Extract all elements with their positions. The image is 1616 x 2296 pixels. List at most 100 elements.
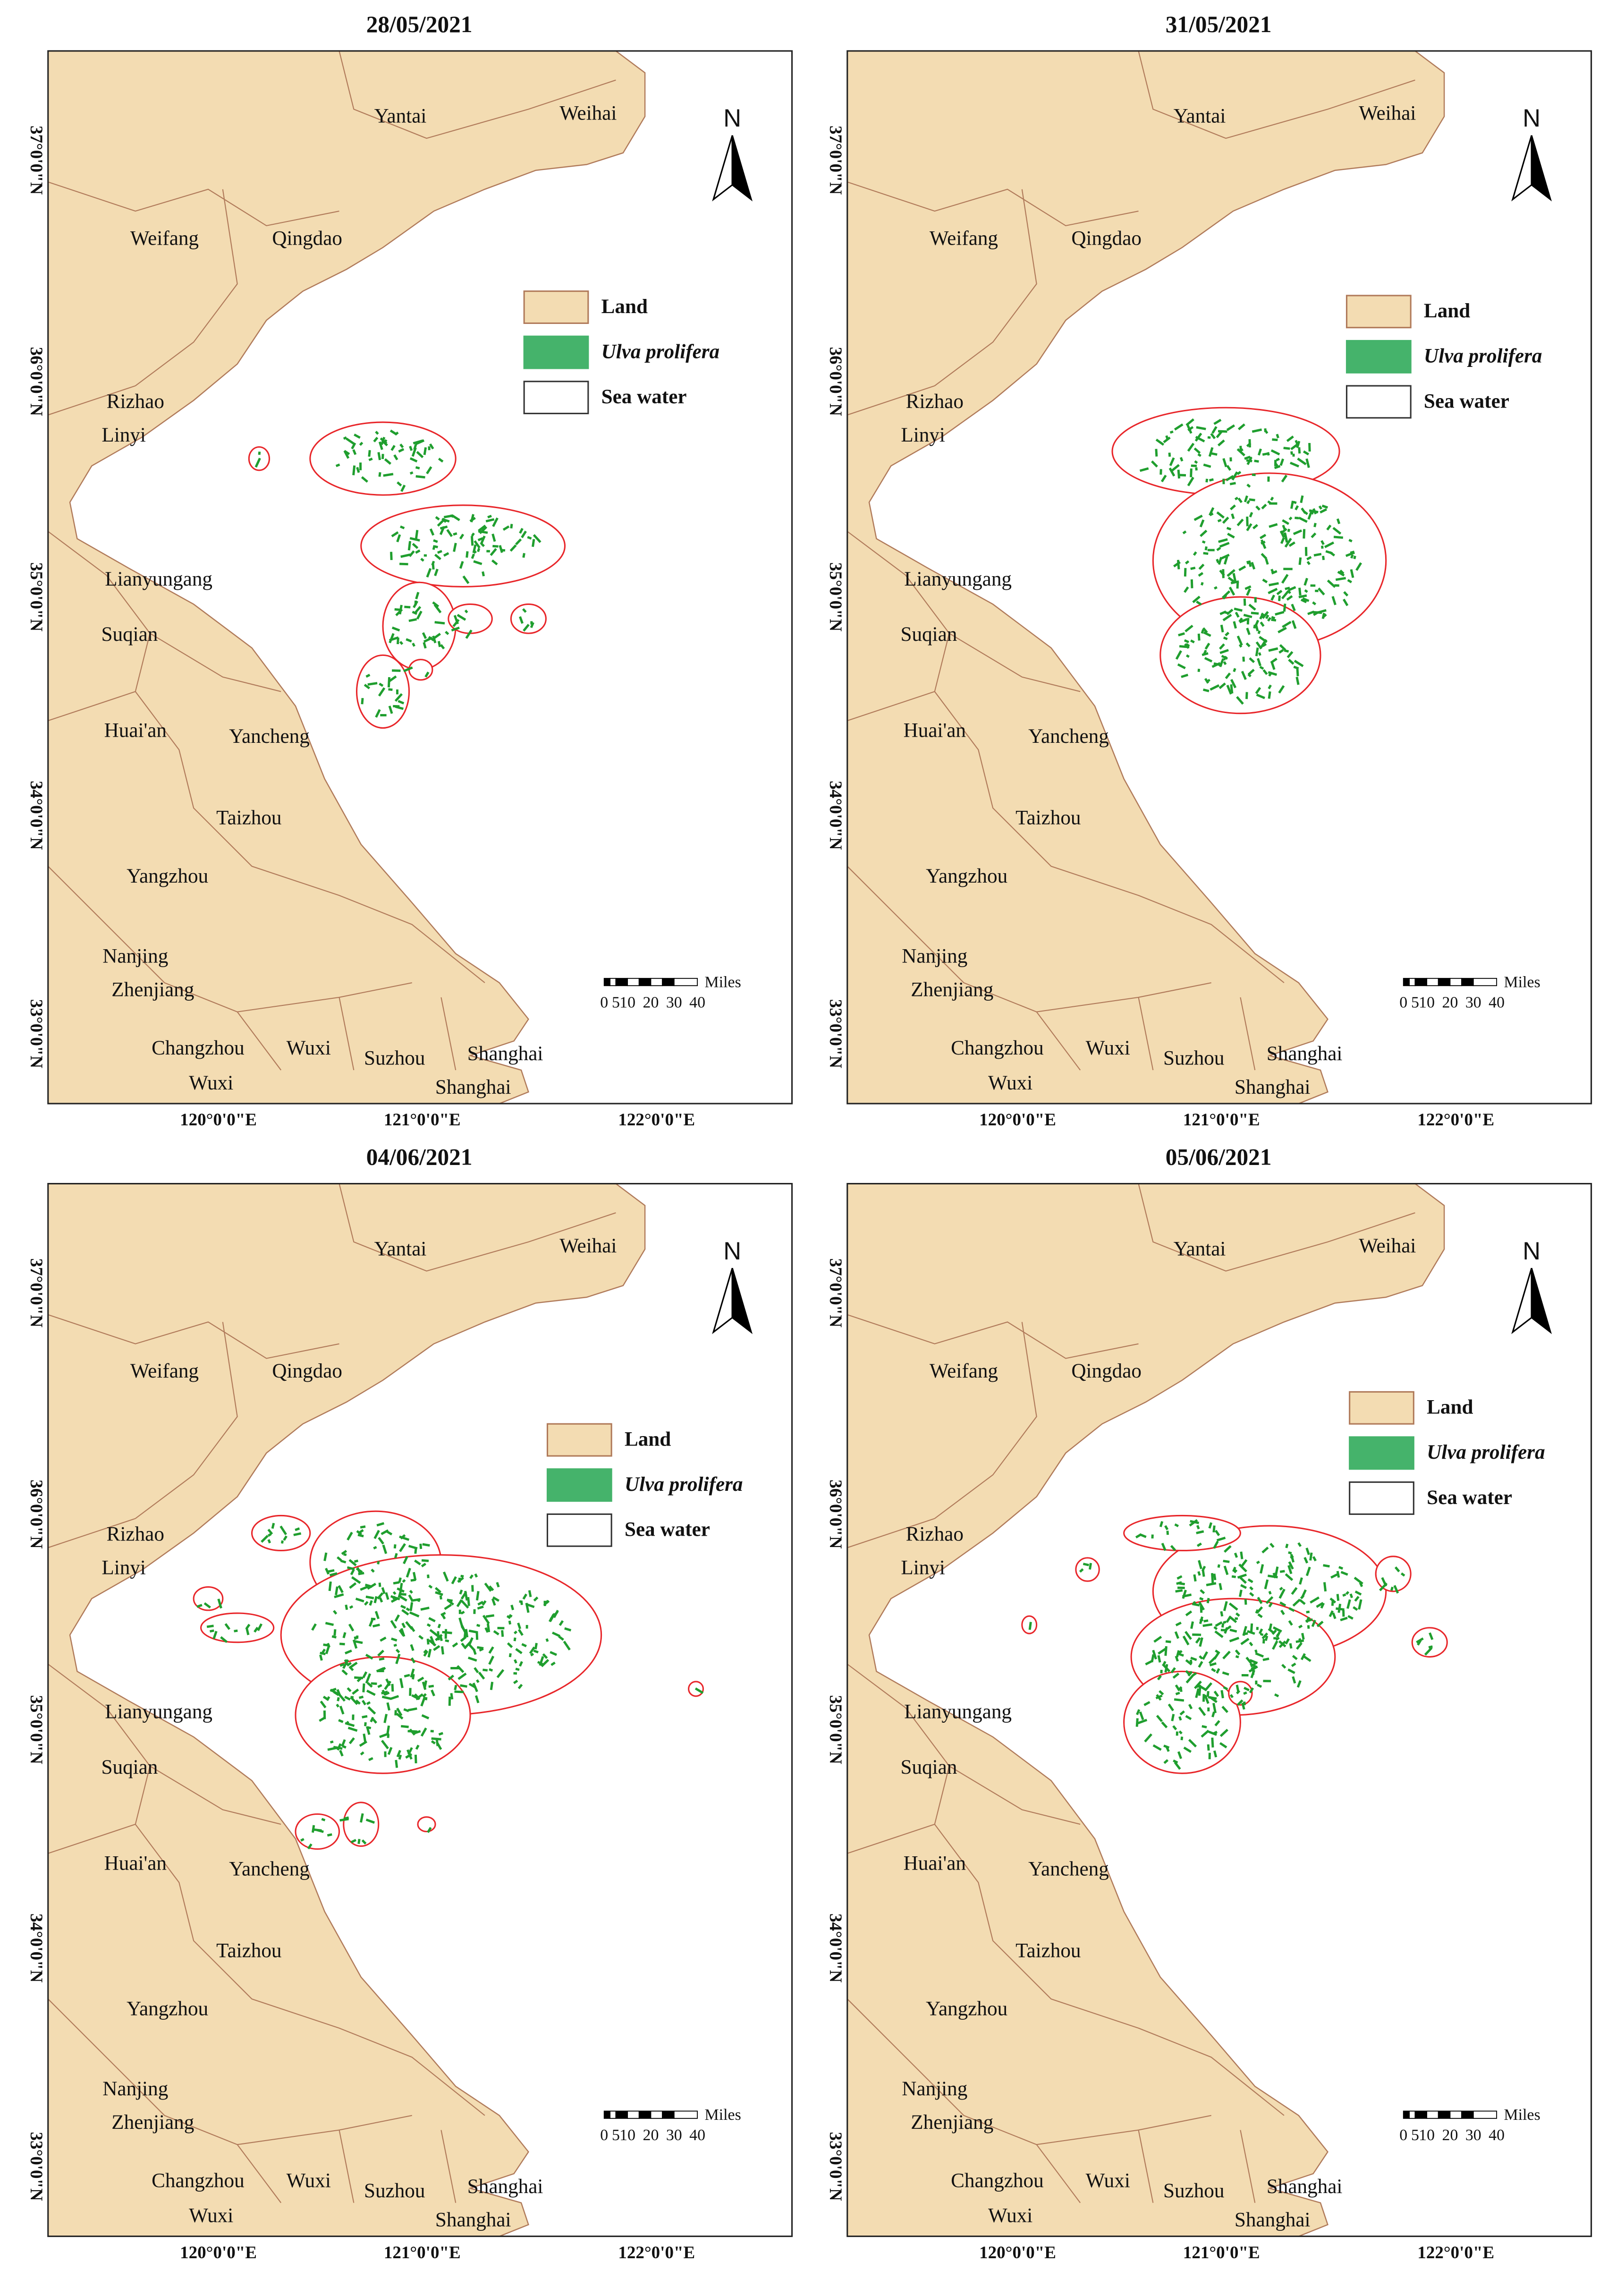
ulva-patch — [381, 1529, 389, 1535]
ulva-patch — [321, 1649, 326, 1654]
ulva-patch — [267, 1539, 271, 1544]
ulva-patch — [366, 1701, 371, 1705]
ulva-patch — [398, 1754, 402, 1760]
ulva-patch — [1245, 642, 1251, 647]
ulva-patch — [1254, 1649, 1258, 1653]
ulva-patch — [1288, 541, 1295, 547]
ulva-patch — [454, 1684, 457, 1691]
city-label: Suqian — [102, 623, 158, 646]
ulva-patch — [1199, 1637, 1203, 1647]
ulva-patch — [1201, 540, 1206, 544]
ulva-patch — [1424, 1647, 1433, 1656]
ulva-patch — [1223, 1559, 1230, 1563]
ulva-patch — [1281, 475, 1288, 483]
ulva-patch — [1283, 604, 1286, 612]
ulva-patch — [1299, 1577, 1303, 1585]
ulva-patch — [1278, 685, 1285, 694]
ulva-patch — [1276, 1633, 1279, 1638]
ulva-patch — [1223, 556, 1228, 565]
ulva-patch — [459, 561, 464, 569]
ulva-patch — [1255, 641, 1262, 650]
ulva-patch — [1216, 430, 1223, 438]
ulva-patch — [383, 473, 394, 477]
legend-swatch — [1349, 1391, 1414, 1425]
ulva-patch — [333, 1610, 338, 1615]
city-label: Linyi — [901, 424, 945, 446]
ulva-outline — [200, 1612, 275, 1643]
ulva-patch — [329, 1572, 338, 1577]
ulva-patch — [508, 1614, 513, 1618]
scale-unit: Miles — [705, 2106, 741, 2124]
city-label: Linyi — [901, 1556, 945, 1579]
ulva-patch — [1294, 517, 1299, 519]
city-label: Rizhao — [107, 391, 164, 413]
ulva-patch — [1197, 1684, 1207, 1692]
ulva-patch — [283, 1535, 288, 1541]
ulva-patch — [401, 1623, 406, 1628]
ulva-patch — [521, 530, 527, 538]
panel-title: 05/06/2021 — [1166, 1144, 1272, 1170]
ulva-patch — [1203, 463, 1211, 468]
ulva-patch — [1198, 572, 1204, 577]
ulva-patch — [1163, 1744, 1170, 1749]
ulva-patch — [1176, 560, 1180, 570]
ulva-patch — [533, 534, 541, 543]
ulva-outline — [1228, 1681, 1253, 1706]
city-label: Lianyungang — [904, 1701, 1012, 1723]
ulva-patch — [1139, 467, 1149, 472]
ulva-patch — [1214, 1630, 1224, 1638]
ulva-patch — [1241, 671, 1247, 680]
ulva-patch — [1234, 607, 1243, 612]
ulva-patch — [475, 1591, 480, 1601]
ulva-patch — [523, 623, 530, 632]
ulva-patch — [1215, 1650, 1220, 1655]
ulva-patch — [1184, 586, 1189, 593]
ulva-patch — [1234, 496, 1239, 501]
ulva-patch — [364, 1722, 367, 1726]
ulva-patch — [477, 1600, 484, 1606]
legend-swatch — [523, 290, 589, 324]
ulva-patch — [1155, 1694, 1163, 1700]
province-border — [135, 189, 238, 386]
scale-tick: 0 — [1399, 994, 1407, 1011]
ulva-patch — [344, 1695, 351, 1701]
ulva-patch — [1316, 1602, 1324, 1608]
ulva-patch — [1218, 557, 1223, 565]
ulva-patch — [400, 1593, 406, 1596]
ulva-patch — [1214, 586, 1218, 590]
ulva-patch — [1232, 573, 1237, 583]
ulva-patch — [433, 1645, 440, 1651]
ulva-patch — [1337, 570, 1345, 577]
city-label: Shanghai — [1235, 2209, 1311, 2231]
ulva-patch — [539, 1656, 544, 1666]
city-label: Suqian — [901, 1756, 957, 1778]
ulva-patch — [1178, 632, 1185, 637]
ulva-patch — [473, 560, 482, 565]
ulva-patch — [414, 1754, 417, 1764]
ulva-patch — [1215, 1621, 1223, 1627]
ulva-patch — [1300, 598, 1307, 604]
ulva-patch — [360, 1813, 364, 1823]
ulva-patch — [456, 1599, 463, 1607]
ulva-patch — [354, 434, 361, 439]
ulva-patch — [1137, 1718, 1148, 1725]
ulva-patch — [1261, 540, 1266, 545]
ulva-patch — [1311, 532, 1317, 538]
ulva-patch — [1288, 1607, 1295, 1612]
ulva-patch — [1229, 504, 1236, 510]
ulva-patch — [1201, 1569, 1205, 1577]
ulva-patch — [1246, 588, 1251, 596]
ulva-patch — [1139, 1533, 1147, 1538]
ulva-patch — [460, 1636, 467, 1642]
ulva-patch — [1213, 1691, 1219, 1697]
ulva-patch — [369, 1600, 373, 1606]
ulva-patch — [1318, 505, 1322, 510]
ulva-patch — [1197, 453, 1201, 457]
ulva-patch — [403, 1708, 409, 1712]
legend-swatch — [546, 1423, 612, 1457]
city-label: Lianyungang — [105, 1701, 212, 1723]
ulva-patch — [1235, 612, 1240, 618]
longitude-label: 121°0'0"E — [384, 1110, 461, 1130]
ulva-patch — [409, 446, 413, 451]
ulva-patch — [245, 1624, 251, 1630]
